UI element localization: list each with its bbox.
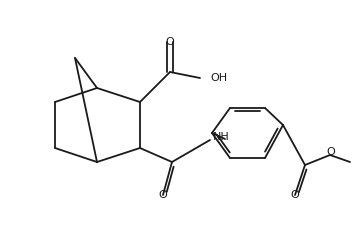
- Text: O: O: [291, 190, 300, 200]
- Text: NH: NH: [213, 132, 230, 142]
- Text: O: O: [166, 37, 174, 47]
- Text: O: O: [159, 190, 167, 200]
- Text: OH: OH: [210, 73, 227, 83]
- Text: O: O: [327, 147, 335, 157]
